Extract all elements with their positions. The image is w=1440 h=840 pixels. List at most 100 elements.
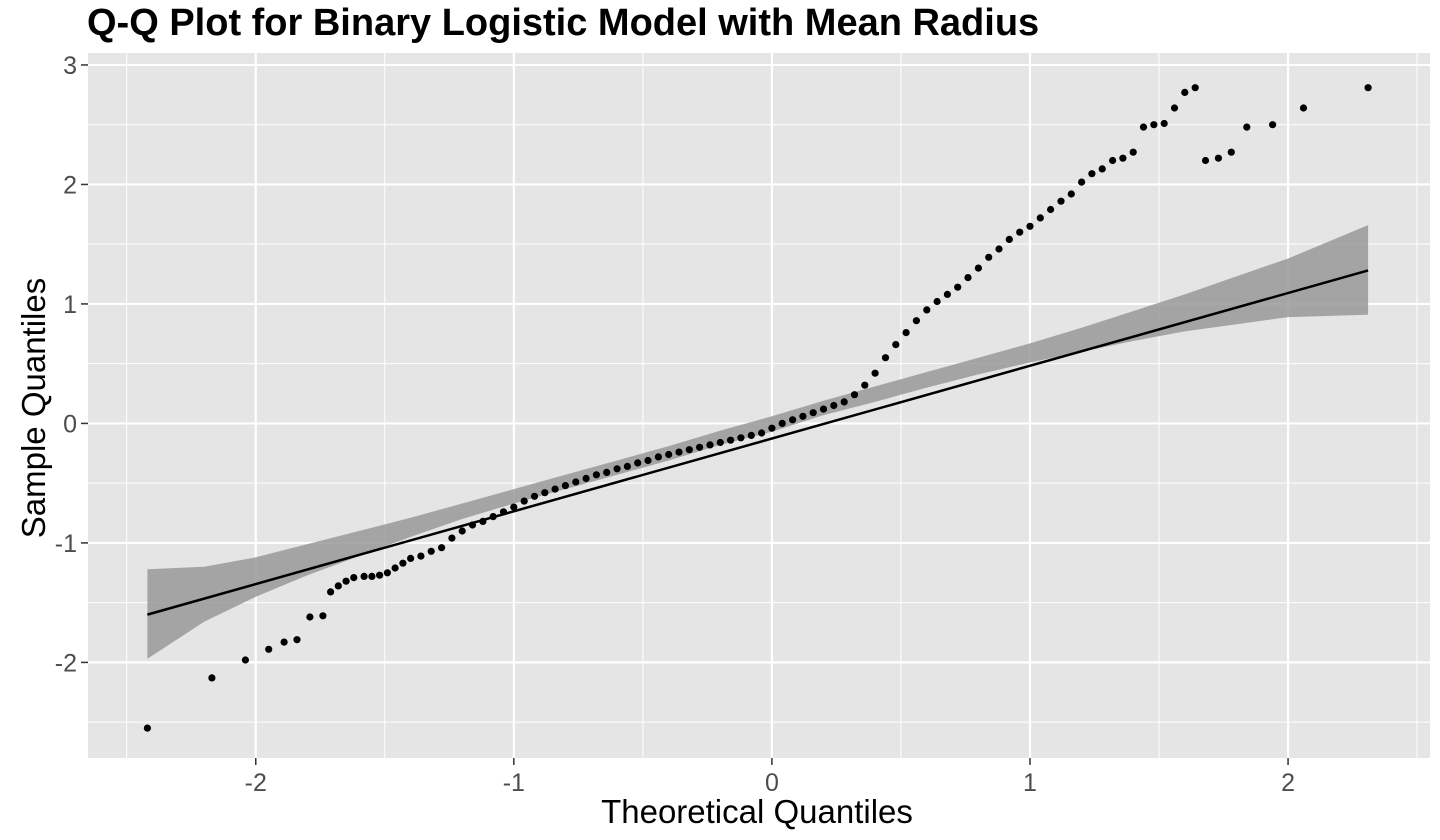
confidence-band (147, 225, 1369, 659)
data-point (1214, 154, 1222, 162)
data-point (995, 245, 1003, 253)
data-point (530, 492, 539, 500)
data-point (319, 612, 327, 620)
major-gridlines (88, 53, 1430, 758)
y-tick-label: 2 (63, 171, 77, 199)
data-point (943, 290, 952, 298)
data-point (1016, 228, 1024, 236)
data-point (1181, 88, 1189, 96)
data-point (768, 424, 776, 432)
sample-points (143, 84, 1372, 732)
data-point (572, 478, 580, 486)
data-point (1160, 119, 1168, 128)
data-point (809, 409, 817, 417)
data-point (727, 436, 735, 444)
y-tick-label: -1 (55, 530, 77, 558)
x-axis-title: Theoretical Quantiles (601, 793, 913, 830)
data-point (603, 468, 611, 476)
data-point (1088, 170, 1096, 178)
data-point (438, 544, 446, 552)
data-point (1047, 205, 1055, 214)
data-point (479, 517, 487, 526)
data-point (644, 456, 652, 465)
data-point (665, 450, 673, 459)
data-point (520, 497, 528, 505)
data-point (737, 434, 745, 442)
data-point (685, 446, 693, 454)
data-point (1191, 84, 1199, 92)
data-point (561, 482, 570, 490)
y-axis: -2 -1 0 1 2 3 (55, 52, 88, 677)
data-point (327, 588, 335, 596)
data-point (1005, 235, 1013, 243)
data-point (1269, 121, 1277, 129)
data-point (350, 574, 358, 582)
data-point (861, 381, 869, 389)
data-point (208, 674, 216, 682)
data-point (850, 391, 859, 399)
y-tick-label: 3 (63, 52, 77, 80)
minor-gridlines (88, 53, 1430, 758)
data-point (758, 429, 766, 437)
data-point (1243, 123, 1251, 131)
data-point (368, 572, 376, 581)
data-point (1098, 165, 1106, 173)
x-tick-label: -1 (503, 769, 525, 797)
data-point (143, 724, 151, 732)
data-point (933, 297, 941, 306)
data-point (391, 564, 399, 572)
data-point (342, 577, 350, 585)
data-point (819, 405, 828, 413)
reference-line (147, 269, 1369, 616)
data-point (696, 443, 704, 451)
data-point (1119, 154, 1127, 162)
data-point (799, 412, 807, 420)
data-point (985, 253, 993, 261)
data-point (376, 571, 384, 579)
data-point (654, 453, 663, 461)
data-point (623, 462, 632, 470)
data-point (974, 264, 983, 272)
data-point (241, 656, 249, 664)
data-point (830, 401, 838, 410)
data-point (427, 547, 435, 555)
data-point (399, 559, 407, 567)
data-point (407, 554, 415, 563)
data-point (892, 341, 900, 349)
data-point (1227, 148, 1235, 156)
data-point (1057, 197, 1065, 205)
data-point (675, 448, 683, 456)
data-point (1026, 222, 1034, 230)
data-point (489, 513, 497, 521)
data-point (334, 582, 342, 590)
data-point (510, 503, 518, 511)
data-point (551, 485, 559, 493)
y-axis-title: Sample Quantiles (15, 278, 52, 538)
data-point (1067, 190, 1075, 198)
data-point (592, 471, 601, 479)
data-point (1078, 178, 1086, 186)
data-point (306, 613, 314, 621)
data-point (634, 459, 642, 467)
y-tick-label: 0 (63, 410, 77, 438)
x-axis: -2 -1 0 1 2 (245, 758, 1295, 797)
y-tick-label: 1 (63, 291, 77, 319)
x-tick-label: 2 (1281, 769, 1295, 797)
data-point (1139, 123, 1148, 131)
data-point (1036, 214, 1044, 222)
data-point (280, 638, 288, 646)
data-point (293, 636, 301, 644)
data-point (1299, 104, 1308, 112)
data-point (417, 552, 425, 560)
data-point (1170, 104, 1179, 112)
data-point (881, 354, 890, 362)
data-point (964, 274, 972, 282)
data-point (1129, 148, 1137, 156)
data-point (778, 419, 786, 427)
data-point (954, 283, 962, 291)
x-tick-label: 1 (1023, 769, 1037, 797)
data-point (1150, 121, 1158, 129)
data-point (716, 438, 724, 447)
data-point (902, 329, 910, 337)
